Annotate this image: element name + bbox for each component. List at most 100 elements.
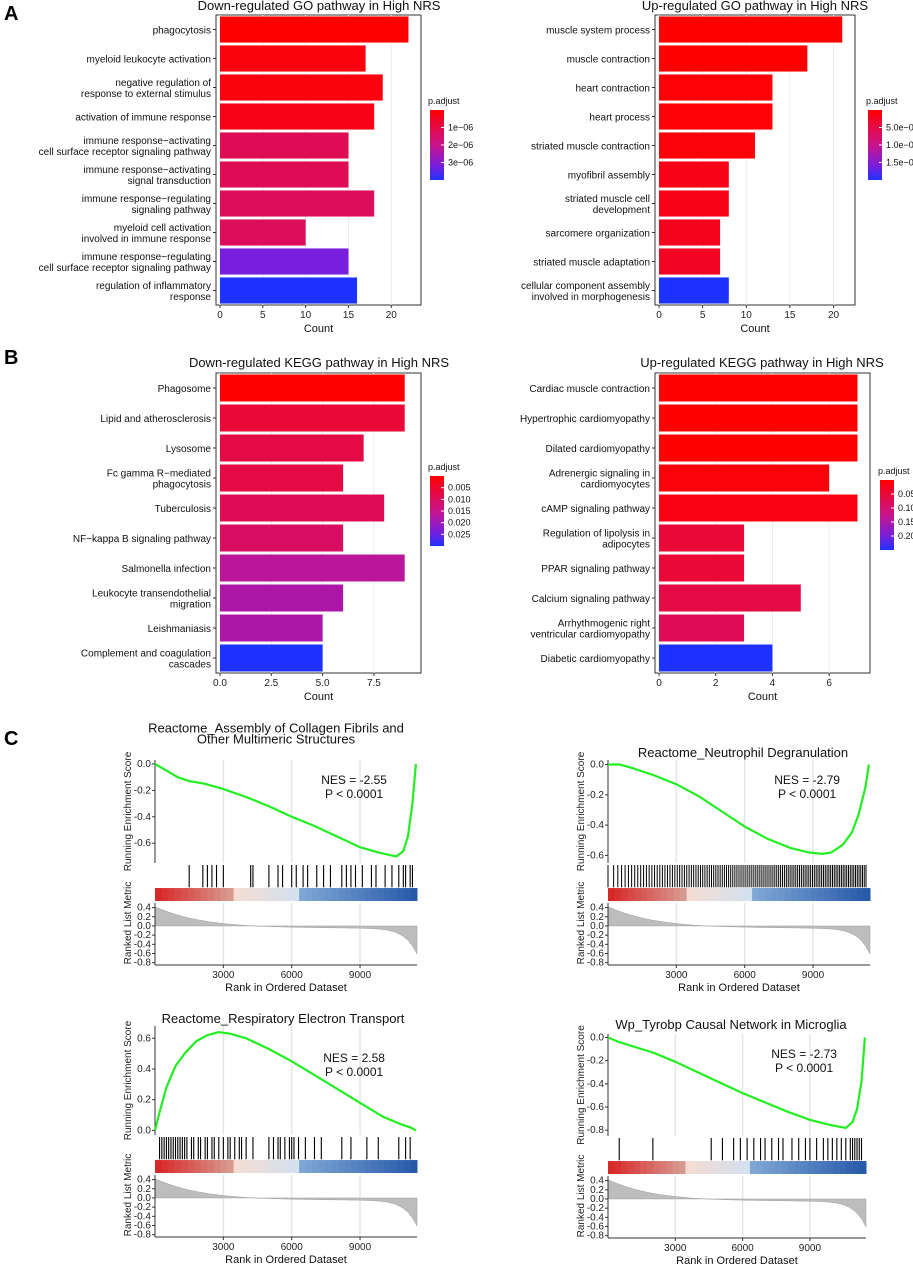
category-label-line: signaling pathway bbox=[132, 205, 212, 216]
metric-y-tick-label-line: -0.8 bbox=[134, 958, 152, 969]
heat-cell bbox=[286, 1160, 294, 1173]
heat-cell bbox=[174, 888, 182, 901]
x-tick-label-line: 6000 bbox=[731, 1243, 754, 1254]
heat-cell bbox=[155, 888, 163, 901]
heat-cell bbox=[207, 1160, 215, 1173]
panel-label-b: B bbox=[4, 347, 18, 369]
heat-cell bbox=[187, 888, 195, 901]
chart-title: Up-regulated KEGG pathway in High NRS bbox=[640, 355, 884, 370]
x-tick-label-line: 20 bbox=[386, 310, 398, 321]
heat-cell bbox=[338, 1160, 346, 1173]
legend-colorbar bbox=[430, 476, 444, 546]
heat-cell bbox=[207, 888, 215, 901]
heat-cell bbox=[305, 1160, 313, 1173]
category-label: muscle contraction bbox=[567, 55, 650, 66]
metric-y-tick-label-line: 0.2 bbox=[137, 912, 151, 923]
heat-cell bbox=[791, 888, 799, 901]
category-label: Lysosome bbox=[166, 444, 212, 455]
metric-y-axis-label: Ranked List Metric bbox=[576, 882, 587, 965]
heat-cell bbox=[666, 888, 674, 901]
heat-cell bbox=[266, 1160, 274, 1173]
y-axis-label: Running Enrichment Score bbox=[123, 1020, 134, 1140]
heat-cell bbox=[194, 1160, 202, 1173]
bar bbox=[659, 464, 830, 492]
ranked-metric-area bbox=[154, 1178, 418, 1227]
legend-tick-label-line: 3e−06 bbox=[448, 158, 473, 168]
bar bbox=[220, 644, 323, 672]
heat-cell bbox=[775, 1161, 783, 1174]
metric-y-tick-label: -0.6 bbox=[587, 949, 605, 960]
metric-y-tick-label: -0.4 bbox=[587, 1212, 605, 1223]
x-tick-label: 0 bbox=[656, 678, 662, 689]
enrichment-score-line bbox=[153, 1030, 417, 1132]
category-label-line: sarcomere organization bbox=[546, 229, 651, 240]
heat-cell bbox=[338, 888, 346, 901]
x-axis-label-line: Count bbox=[304, 691, 333, 703]
legend-title-line: p.adjust bbox=[866, 96, 898, 106]
y-axis-label: Running Enrichment Score bbox=[576, 1025, 587, 1145]
heat-cell bbox=[824, 888, 832, 901]
heat-cell bbox=[168, 888, 176, 901]
y-tick-label-line: 0.2 bbox=[137, 1095, 151, 1106]
bar bbox=[659, 524, 745, 552]
legend-tick-label: 2e−06 bbox=[448, 140, 473, 150]
pval-label-line: P < 0.0001 bbox=[325, 787, 383, 801]
legend-tick-label: 1.5e−06 bbox=[886, 158, 913, 168]
category-label: negative regulation of response to extern… bbox=[81, 78, 211, 100]
x-tick-label-line: 0 bbox=[217, 310, 223, 321]
category-label-line: development bbox=[593, 205, 650, 216]
heat-cell bbox=[627, 888, 635, 901]
legend-tick-label-line: 0.015 bbox=[448, 506, 471, 516]
bar bbox=[659, 161, 729, 188]
heat-cell bbox=[737, 1161, 744, 1174]
category-label-line: Cardiac muscle contraction bbox=[529, 384, 650, 395]
heat-cell bbox=[614, 1161, 622, 1174]
heat-cell bbox=[711, 1161, 719, 1174]
x-axis-label: Rank in Ordered Dataset bbox=[225, 1254, 347, 1265]
metric-y-tick-label: -0.6 bbox=[134, 1221, 152, 1232]
heat-cell bbox=[739, 888, 747, 901]
legend-tick-label: 1.0e−06 bbox=[886, 140, 913, 150]
heat-cell bbox=[608, 1161, 615, 1174]
y-axis-label: Running Enrichment Score bbox=[123, 751, 134, 871]
x-tick-label: 6000 bbox=[734, 970, 757, 981]
x-tick-label: 9000 bbox=[799, 1243, 822, 1254]
category-label: immune response−activating cell surface r… bbox=[39, 136, 211, 158]
category-label: Arrhythmogenic right ventricular cardiomy… bbox=[531, 619, 651, 641]
x-tick-label-line: 10 bbox=[741, 310, 753, 321]
gsea-chart-gsea_neutrophil: Reactome_Neutrophil Degranulation0.0-0.2… bbox=[576, 745, 871, 994]
metric-y-tick-label-line: -0.6 bbox=[587, 1222, 605, 1233]
y-tick-label-line: -0.6 bbox=[587, 1102, 605, 1113]
x-tick-label-line: 3000 bbox=[665, 970, 688, 981]
heat-cell bbox=[299, 1160, 307, 1173]
bar-chart-kegg_up: Up-regulated KEGG pathway in High NRS 0 2 4… bbox=[520, 355, 913, 703]
legend-title: p.adjust bbox=[428, 462, 460, 472]
bar bbox=[659, 554, 745, 582]
heat-cell bbox=[691, 1161, 699, 1174]
bar bbox=[220, 74, 383, 101]
heat-cell bbox=[804, 888, 812, 901]
category-label-line: myeloid cell activation bbox=[114, 223, 211, 234]
bar bbox=[220, 554, 405, 582]
x-tick-label-line: 0 bbox=[656, 310, 662, 321]
metric-y-tick-label: -0.8 bbox=[134, 1230, 152, 1241]
legend-title-line: p.adjust bbox=[428, 96, 460, 106]
metric-y-tick-label: -0.8 bbox=[587, 1231, 605, 1242]
heat-cell bbox=[827, 1161, 835, 1174]
bar-chart-kegg_down: Down-regulated KEGG pathway in High NRS 0… bbox=[73, 355, 471, 703]
enrichment-score-line bbox=[608, 763, 870, 856]
x-tick-label-line: 15 bbox=[784, 310, 796, 321]
pval-label: P < 0.0001 bbox=[325, 1065, 383, 1079]
heat-cell bbox=[745, 888, 753, 901]
heat-cell bbox=[704, 1161, 712, 1174]
legend-tick-label: 5.0e−07 bbox=[886, 123, 913, 133]
bar bbox=[659, 16, 843, 43]
category-label-line: response bbox=[170, 292, 212, 303]
x-tick-label-line: 15 bbox=[343, 310, 355, 321]
heat-cell bbox=[272, 1160, 280, 1173]
legend-tick-label-line: 0.10 bbox=[898, 503, 913, 513]
heat-cell bbox=[227, 888, 235, 901]
heat-cell bbox=[384, 888, 392, 901]
heat-cell bbox=[614, 888, 622, 901]
heat-cell bbox=[830, 888, 838, 901]
